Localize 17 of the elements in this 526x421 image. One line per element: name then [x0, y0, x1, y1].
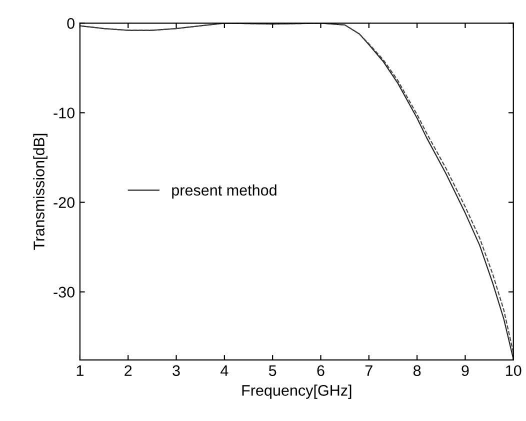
x-tick-label: 7 — [365, 365, 372, 376]
x-tick-label: 4 — [220, 365, 228, 376]
x-tick-label: 9 — [462, 365, 469, 376]
x-tick-label: 8 — [413, 365, 421, 376]
x-tick-label: 1 — [76, 365, 84, 376]
y-axis-title: Transmission[dB] — [33, 134, 48, 250]
y-tick-label: -30 — [54, 286, 74, 298]
y-tick-label: -20 — [54, 197, 74, 208]
x-axis-title: Frequency[GHz] — [242, 384, 352, 399]
x-tick-label: 6 — [317, 365, 324, 376]
legend-label: present method — [172, 184, 276, 199]
y-tick-label: 0 — [67, 18, 74, 29]
x-tick-label: 5 — [268, 365, 276, 376]
x-tick-label: 3 — [172, 365, 180, 376]
x-tick-label: 2 — [124, 365, 132, 376]
y-tick-label: -10 — [54, 108, 74, 118]
x-tick-label: 10 — [506, 365, 522, 376]
